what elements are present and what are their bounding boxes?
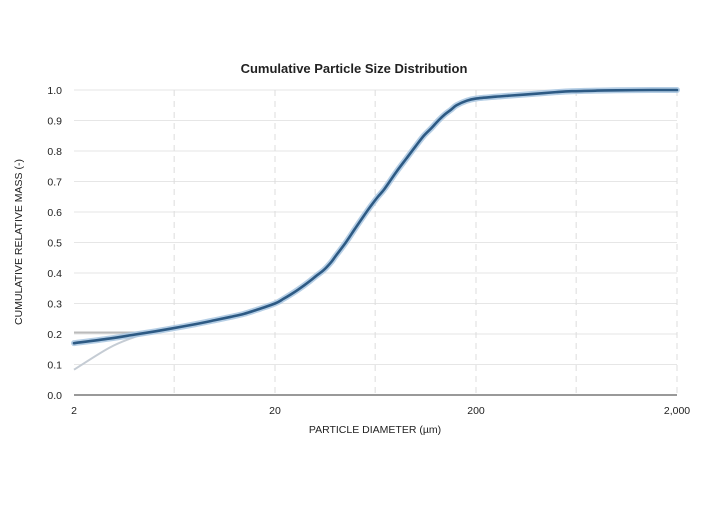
y-tick-label: 0.5 xyxy=(47,238,62,250)
axes: 0.0 0.1 0.2 0.3 0.4 0.5 0.6 0.7 0.8 0.9 1.0 2 20 200 2… xyxy=(47,85,690,417)
y-tick-label: 0.7 xyxy=(47,177,62,189)
x-axis-label: PARTICLE DIAMETER (µm) xyxy=(309,424,441,436)
x-tick-label: 2,000 xyxy=(664,405,690,417)
y-tick-label: 0.2 xyxy=(47,329,62,341)
y-tick-label: 0.1 xyxy=(47,360,62,372)
x-tick-label: 200 xyxy=(467,405,485,417)
main-series-line xyxy=(72,88,679,345)
chart-title: Cumulative Particle Size Distribution xyxy=(241,61,468,76)
y-axis-label: CUMULATIVE RELATIVE MASS (-) xyxy=(13,159,25,325)
y-tick-label: 0.3 xyxy=(47,299,62,311)
x-tick-label: 20 xyxy=(269,405,281,417)
x-tick-label: 2 xyxy=(71,405,77,417)
y-tick-label: 0.4 xyxy=(47,268,62,280)
y-tick-label: 0.6 xyxy=(47,207,62,219)
y-tick-label: 1.0 xyxy=(47,85,62,97)
y-tick-label: 0.0 xyxy=(47,390,62,402)
y-tick-label: 0.8 xyxy=(47,146,62,158)
grid xyxy=(74,89,678,395)
y-tick-label: 0.9 xyxy=(47,116,62,128)
series xyxy=(71,86,680,371)
